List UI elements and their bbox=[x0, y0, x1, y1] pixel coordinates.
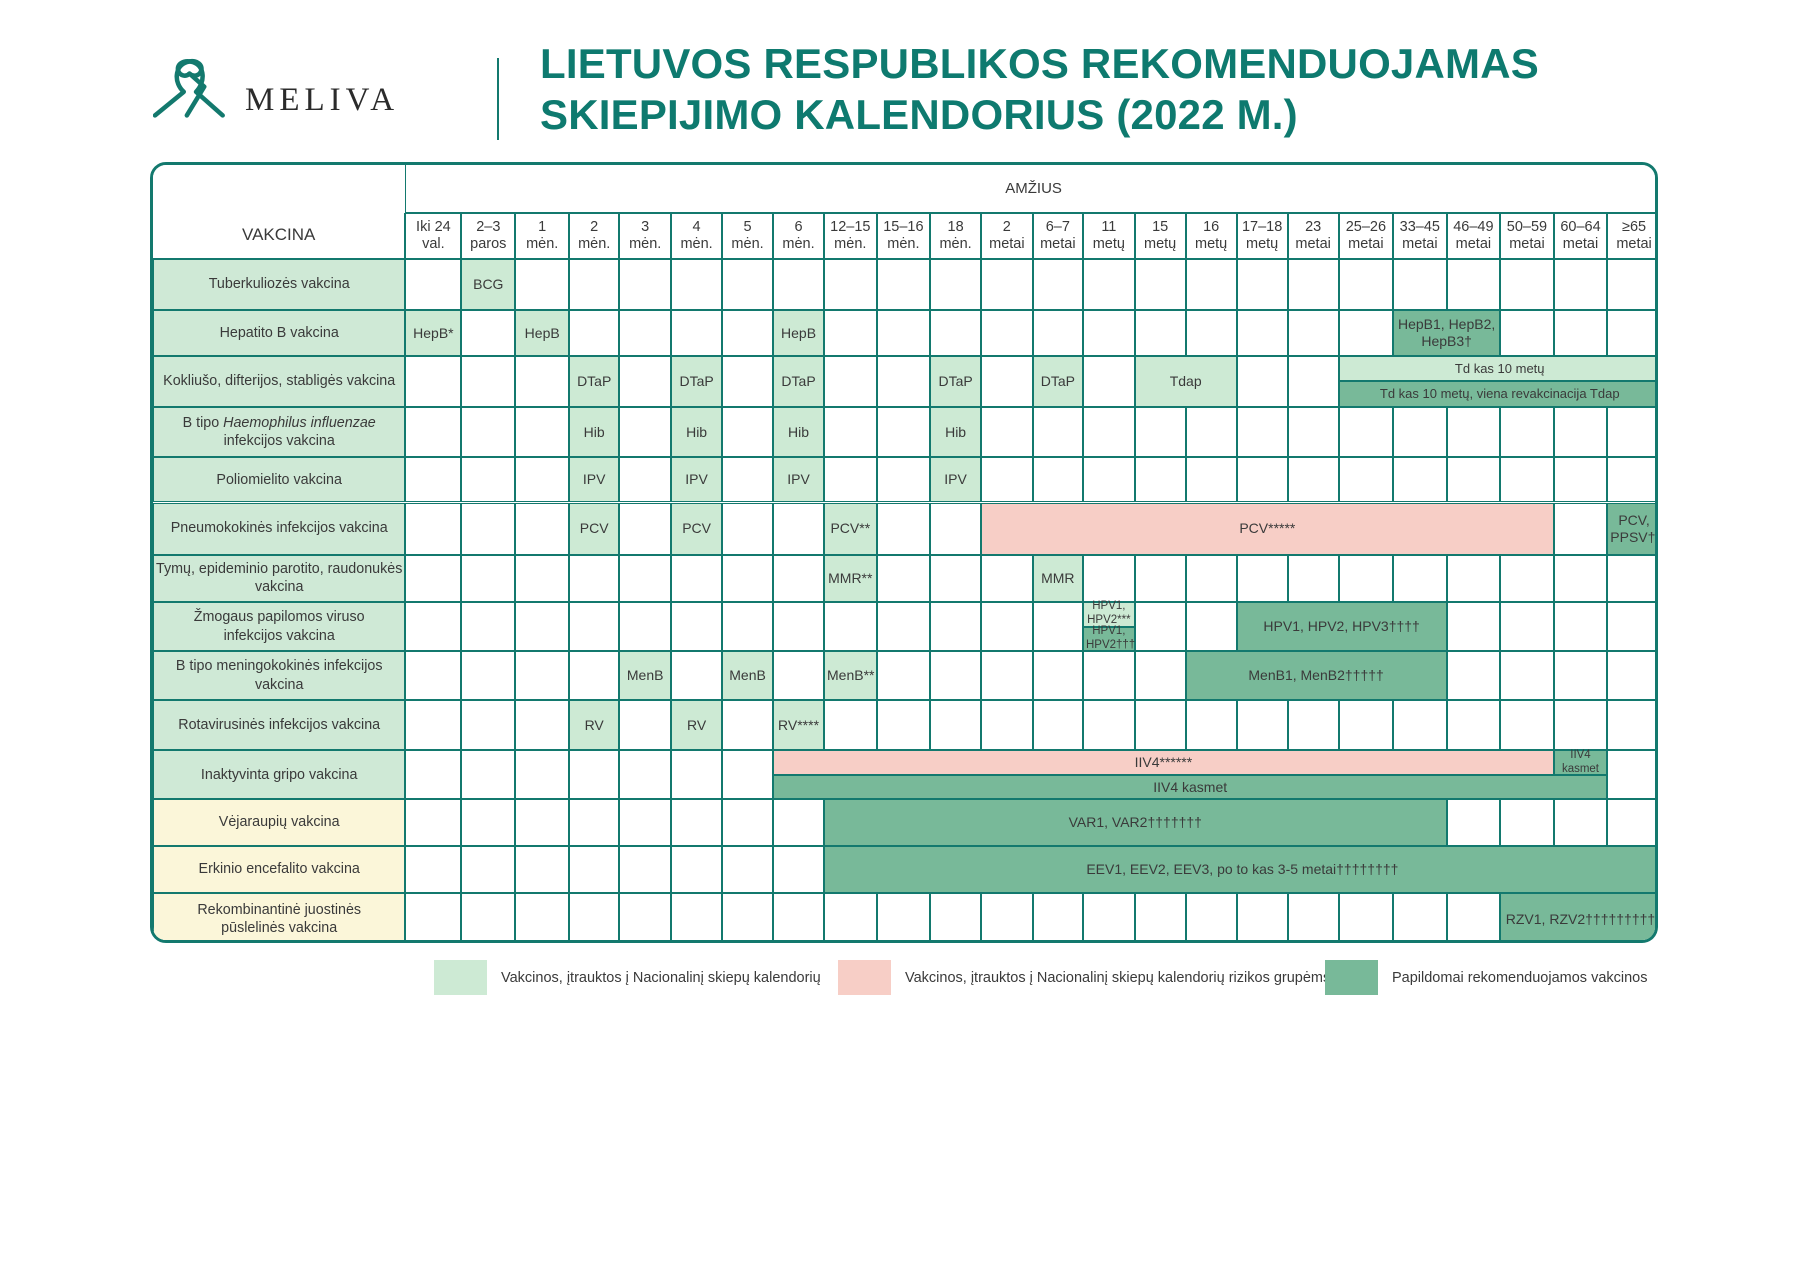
svg-text:MELIVA: MELIVA bbox=[245, 82, 399, 118]
